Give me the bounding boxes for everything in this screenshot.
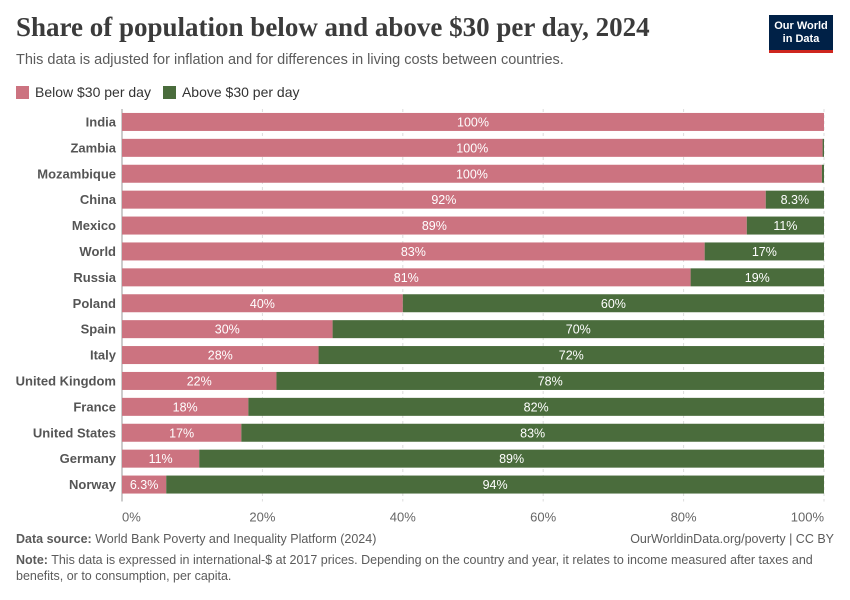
data-label-below: 22% (187, 374, 212, 388)
bar-below (122, 112, 824, 131)
data-label-below: 6.3% (130, 478, 159, 492)
bar-above (248, 397, 825, 416)
bar-above (318, 346, 824, 365)
category-label: Poland (73, 296, 116, 311)
legend-item-below[interactable]: Below $30 per day (16, 84, 151, 100)
data-label-below: 30% (215, 323, 240, 337)
data-label-above: 89% (499, 452, 524, 466)
category-label: World (79, 244, 116, 259)
bar-below (122, 242, 705, 261)
logo-line-2: in Data (782, 32, 820, 45)
x-tick-label: 20% (249, 510, 275, 525)
legend-swatch-below (16, 85, 29, 99)
category-label: United States (33, 425, 116, 440)
note: Note: This data is expressed in internat… (16, 553, 816, 584)
bar-below (122, 346, 319, 365)
data-label-above: 82% (524, 400, 549, 414)
source-url[interactable]: OurWorldinData.org/poverty | CC BY (630, 532, 834, 546)
bar-below (122, 190, 766, 209)
note-text: This data is expressed in international-… (16, 553, 813, 583)
category-label: Italy (90, 348, 117, 363)
source-text[interactable]: World Bank Poverty and Inequality Platfo… (95, 532, 377, 546)
data-label-above: 78% (538, 374, 563, 388)
category-label: Zambia (70, 140, 116, 155)
legend: Below $30 per day Above $30 per day (16, 84, 312, 100)
category-label: United Kingdom (16, 373, 116, 388)
data-source: Data source: World Bank Poverty and Ineq… (16, 532, 376, 546)
data-label-above: 17% (752, 245, 777, 259)
source-label: Data source: (16, 532, 92, 546)
data-label-above: 94% (483, 478, 508, 492)
bar-above (690, 268, 824, 287)
legend-label-above: Above $30 per day (181, 84, 300, 100)
data-label-below: 28% (208, 349, 233, 363)
category-label: China (80, 192, 117, 207)
category-label: Spain (81, 322, 116, 337)
owid-logo[interactable]: Our World in Data (769, 15, 833, 53)
legend-item-above[interactable]: Above $30 per day (162, 84, 300, 100)
bar-above (241, 423, 825, 442)
bar-above (332, 320, 824, 339)
bar-above (276, 371, 824, 390)
data-label-below: 100% (456, 141, 488, 155)
data-label-below: 81% (394, 271, 419, 285)
legend-swatch-above (162, 85, 176, 99)
bar-above (821, 164, 824, 183)
stacked-bar-chart: 0% 20% 40% 60% 80% 100% India 100% Zambia 100% Moz… (16, 109, 825, 525)
bar-above (765, 190, 824, 209)
category-label: Mozambique (37, 166, 116, 181)
data-label-below: 92% (431, 193, 456, 207)
x-tick-label: 0% (122, 510, 141, 525)
legend-label-below: Below $30 per day (35, 84, 151, 100)
data-label-above: 8.3% (781, 193, 810, 207)
bar-below (122, 138, 823, 157)
data-label-below: 17% (169, 426, 194, 440)
x-tick-label: 40% (390, 510, 416, 525)
data-label-below: 18% (173, 400, 198, 414)
bar-below (122, 371, 277, 390)
data-label-above: 72% (559, 349, 584, 363)
bar-above (166, 475, 824, 494)
data-label-below: 40% (250, 297, 275, 311)
bar-below (122, 449, 200, 468)
data-label-above: 60% (601, 297, 626, 311)
x-tick-label: 60% (530, 510, 556, 525)
bar-below (122, 423, 242, 442)
category-label: Germany (60, 451, 117, 466)
bar-above (199, 449, 825, 468)
bar-above (704, 242, 824, 261)
data-label-below: 83% (401, 245, 426, 259)
category-label: Norway (69, 477, 117, 492)
bar-below (122, 216, 747, 235)
data-label-below: 100% (457, 115, 489, 129)
bar-below (122, 268, 691, 287)
data-label-below: 89% (422, 219, 447, 233)
data-label-below: 11% (149, 452, 173, 466)
note-label: Note: (16, 553, 48, 567)
data-label-above: 11% (773, 219, 797, 233)
x-tick-label: 100% (791, 510, 825, 525)
data-label-above: 70% (566, 323, 591, 337)
data-label-below: 100% (456, 167, 488, 181)
bar-below (122, 475, 167, 494)
category-label: France (73, 399, 116, 414)
category-label: Russia (73, 270, 116, 285)
bar-above (746, 216, 824, 235)
bar-above (822, 138, 824, 157)
bar-below (122, 320, 333, 339)
category-label: India (86, 114, 117, 129)
bar-below (122, 164, 822, 183)
logo-line-1: Our World (774, 19, 828, 32)
x-tick-label: 80% (671, 510, 697, 525)
bar-above (402, 294, 824, 313)
data-label-above: 83% (520, 426, 545, 440)
chart-title: Share of population below and above $30 … (16, 12, 650, 42)
chart-subtitle: This data is adjusted for inflation and … (16, 52, 564, 68)
bar-below (122, 397, 249, 416)
data-label-above: 19% (745, 271, 770, 285)
bar-below (122, 294, 403, 313)
category-label: Mexico (72, 218, 116, 233)
